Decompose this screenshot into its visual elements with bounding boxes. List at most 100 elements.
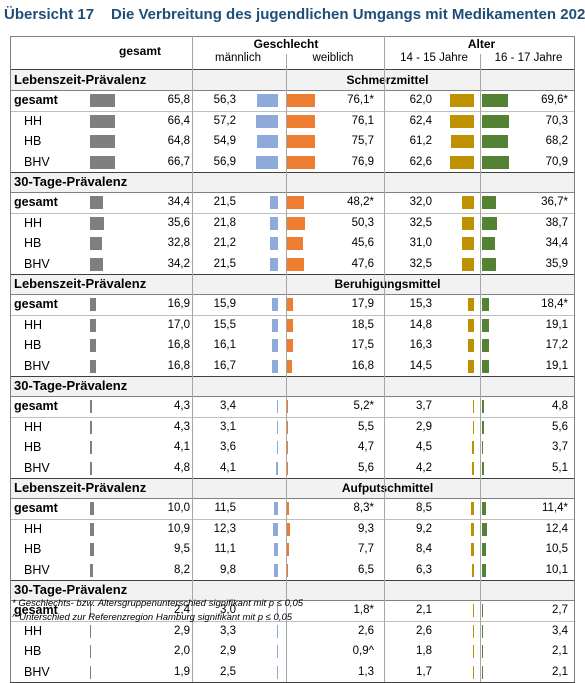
value-weiblich: 50,3 xyxy=(351,216,374,229)
table-row: gesamt 65,8 56,3 76,1* 62,0 69,6* xyxy=(10,90,575,110)
value-gesamt: 10,9 xyxy=(167,522,190,535)
value-age2: 4,8 xyxy=(552,400,568,413)
bar-weiblich xyxy=(286,543,289,557)
value-weiblich: 5,2* xyxy=(353,400,374,413)
section-title: Lebenszeit-Prävalenz xyxy=(14,480,147,495)
value-weiblich: 16,8 xyxy=(351,359,374,372)
value-gesamt: 1,9 xyxy=(174,665,190,678)
row-divider xyxy=(10,212,575,214)
row-divider xyxy=(10,172,575,173)
table-row: HB 2,0 2,9 0,9^ 1,8 2,1 xyxy=(10,641,575,661)
bar-weiblich xyxy=(286,94,315,108)
bar-age2 xyxy=(482,196,496,210)
bar-age1 xyxy=(468,298,474,312)
bar-age1 xyxy=(461,216,474,230)
value-age1: 2,6 xyxy=(416,624,432,637)
bar-gesamt xyxy=(90,543,94,557)
bar-age2 xyxy=(482,502,487,516)
value-weiblich: 76,1 xyxy=(351,114,374,127)
value-maennlich: 16,7 xyxy=(213,359,236,372)
table-row: HH 10,9 12,3 9,3 9,2 12,4 xyxy=(10,519,575,539)
value-maennlich: 56,9 xyxy=(213,155,236,168)
row-label: gesamt xyxy=(14,603,58,618)
bar-age2 xyxy=(482,318,490,332)
bar-age1 xyxy=(468,359,474,373)
value-weiblich: 5,6 xyxy=(358,461,374,474)
row-label: HH xyxy=(24,623,43,638)
value-maennlich: 3,4 xyxy=(220,400,236,413)
value-gesamt: 10,0 xyxy=(167,502,190,515)
value-age1: 2,1 xyxy=(416,604,432,617)
bar-weiblich xyxy=(286,155,316,169)
value-maennlich: 9,8 xyxy=(220,563,236,576)
value-gesamt: 4,1 xyxy=(174,441,190,454)
footnote-2: ^ Unterschied zur Referenzregion Hamburg… xyxy=(12,612,293,623)
bar-gesamt xyxy=(90,318,97,332)
bar-gesamt xyxy=(90,359,97,373)
value-age1: 32,0 xyxy=(409,196,432,209)
value-age1: 62,4 xyxy=(409,114,432,127)
value-weiblich: 4,7 xyxy=(358,441,374,454)
bar-maennlich xyxy=(269,216,278,230)
value-gesamt: 16,8 xyxy=(167,359,190,372)
row-divider xyxy=(10,620,575,622)
value-weiblich: 17,9 xyxy=(351,298,374,311)
bar-age1 xyxy=(450,114,474,128)
bar-age1 xyxy=(467,339,474,353)
bar-weiblich xyxy=(286,318,294,332)
row-divider xyxy=(10,36,575,37)
row-divider xyxy=(10,478,575,479)
bar-weiblich xyxy=(286,216,306,230)
footnote-1: * Geschlechts- bzw. Altersgruppenuntersc… xyxy=(12,598,304,609)
value-maennlich: 4,1 xyxy=(220,461,236,474)
value-age1: 62,0 xyxy=(409,94,432,107)
value-age2: 19,1 xyxy=(545,359,568,372)
value-gesamt: 9,5 xyxy=(174,543,190,556)
section-title: 30-Tage-Prävalenz xyxy=(14,582,128,597)
value-weiblich: 9,3 xyxy=(358,522,374,535)
bar-age2 xyxy=(482,135,508,149)
value-age1: 14,5 xyxy=(409,359,432,372)
value-age2: 17,2 xyxy=(545,339,568,352)
value-gesamt: 2,9 xyxy=(174,624,190,637)
medication-title: Aufputschmittel xyxy=(341,481,434,495)
figure-title: Die Verbreitung des jugendlichen Umgangs… xyxy=(111,6,585,23)
bar-age1 xyxy=(470,522,474,536)
medication-title: Schmerzmittel xyxy=(346,73,429,87)
value-gesamt: 65,8 xyxy=(167,94,190,107)
value-gesamt: 34,2 xyxy=(167,257,190,270)
bar-age2 xyxy=(482,400,484,414)
bar-gesamt xyxy=(90,400,92,414)
value-age2: 18,4* xyxy=(541,298,568,311)
value-age2: 35,9 xyxy=(545,257,568,270)
row-label: BHV xyxy=(24,460,50,475)
bar-gesamt xyxy=(90,237,103,251)
bar-maennlich xyxy=(273,522,278,536)
bar-age2 xyxy=(482,604,484,618)
section-band xyxy=(10,580,575,600)
bar-gesamt xyxy=(90,645,92,659)
value-age2: 34,4 xyxy=(545,237,568,250)
row-divider xyxy=(10,314,575,316)
bar-age2 xyxy=(482,298,489,312)
bar-age2 xyxy=(482,624,484,638)
value-gesamt: 16,8 xyxy=(167,339,190,352)
value-age2: 38,7 xyxy=(545,216,568,229)
value-gesamt: 64,8 xyxy=(167,135,190,148)
table-row: BHV 34,2 21,5 47,6 32,5 35,9 xyxy=(10,254,575,274)
bar-weiblich xyxy=(286,461,289,475)
value-gesamt: 34,4 xyxy=(167,196,190,209)
bar-age1 xyxy=(472,645,474,659)
bar-age1 xyxy=(461,196,474,210)
value-age1: 8,4 xyxy=(416,543,432,556)
bar-maennlich xyxy=(272,318,278,332)
value-gesamt: 35,6 xyxy=(167,216,190,229)
bar-age1 xyxy=(470,543,474,557)
table-row: gesamt 10,0 11,5 8,3* 8,5 11,4* xyxy=(10,498,575,518)
value-age1: 8,5 xyxy=(416,502,432,515)
bar-age1 xyxy=(470,502,474,516)
bar-age1 xyxy=(472,461,474,475)
bar-age2 xyxy=(482,94,509,108)
row-label: BHV xyxy=(24,358,50,373)
bar-weiblich xyxy=(286,420,289,434)
